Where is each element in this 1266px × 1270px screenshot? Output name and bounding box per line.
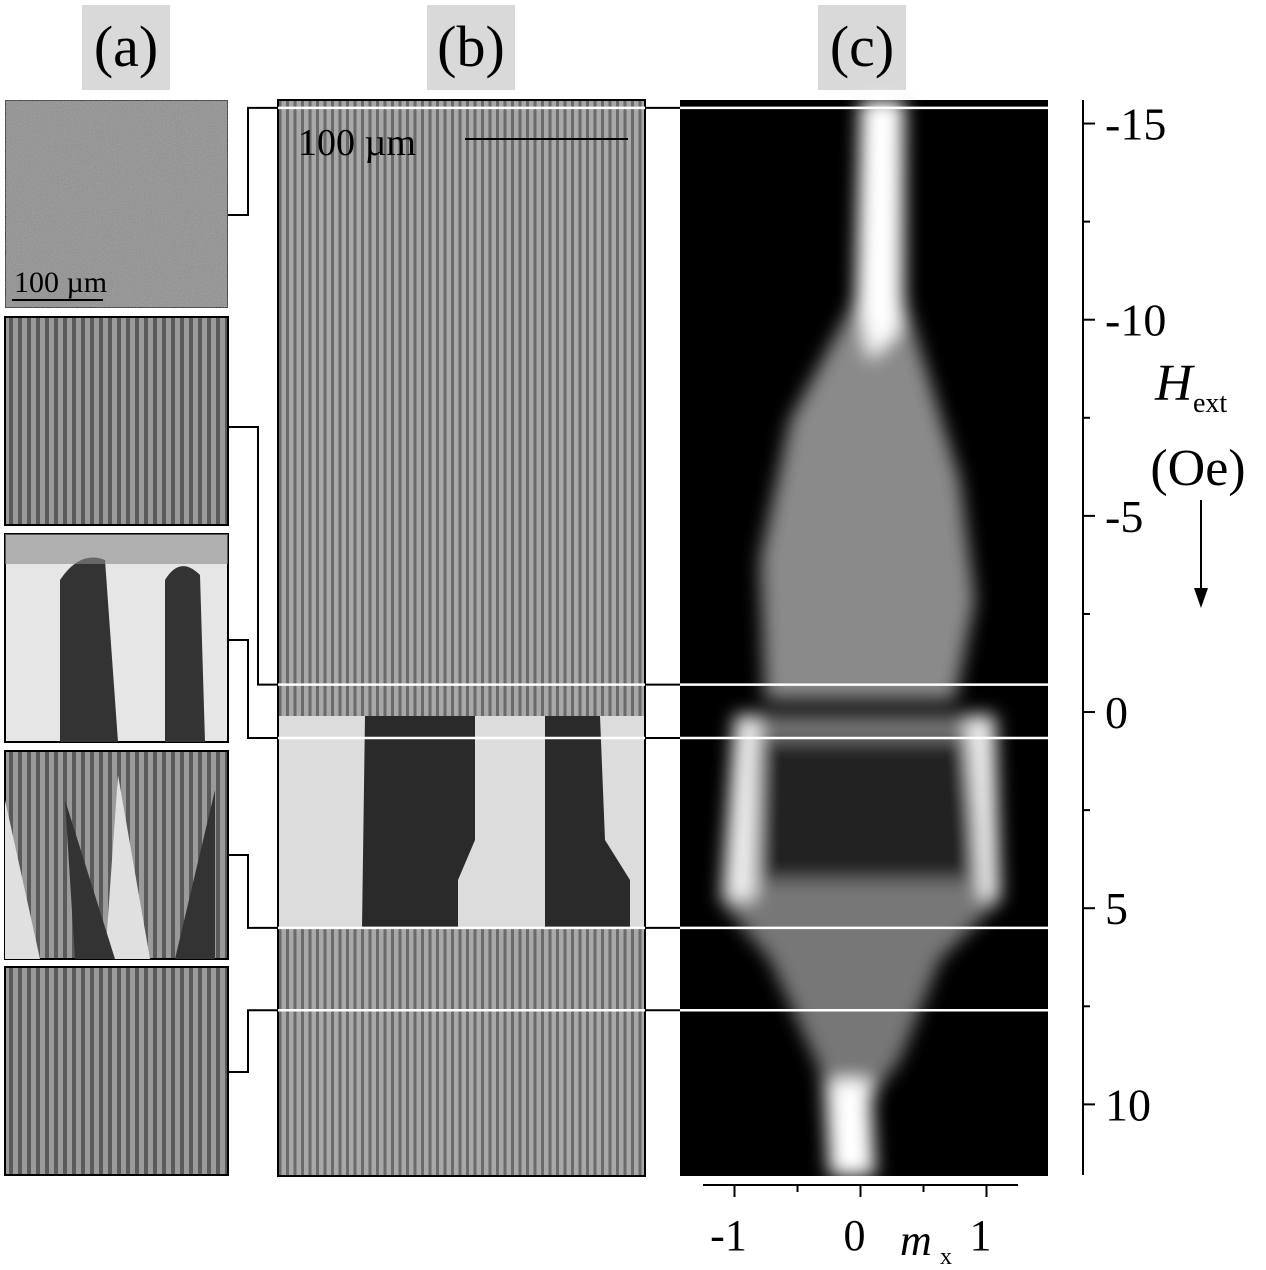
- image: [278, 100, 645, 716]
- arrow-head: [1194, 588, 1208, 608]
- label-box: [82, 5, 170, 90]
- panel-label: (b): [437, 14, 505, 79]
- tick-label: -10: [1105, 295, 1166, 346]
- image: [4, 99, 229, 309]
- connector: [228, 854, 278, 929]
- image: [545, 716, 630, 928]
- axis-label: H: [1154, 355, 1195, 412]
- tick-label: 0: [1105, 687, 1128, 738]
- image: [4, 966, 229, 1176]
- label-box: [427, 5, 515, 90]
- image: [4, 533, 229, 743]
- frame: [277, 99, 646, 1177]
- tick-label: 5: [1105, 883, 1128, 934]
- tick-label: -1: [710, 1211, 747, 1260]
- panel-a: 100 µm: [4, 99, 229, 1176]
- tick-label: 1: [970, 1211, 992, 1260]
- connector: [228, 639, 278, 739]
- tick-label: 10: [1105, 1079, 1151, 1130]
- image: [362, 716, 475, 928]
- tick-label: -15: [1105, 99, 1166, 150]
- axis-unit: (Oe): [1150, 440, 1245, 497]
- panel-label: (c): [830, 14, 894, 79]
- tick-label: 0: [844, 1211, 866, 1260]
- connector: [228, 1009, 278, 1073]
- image: [278, 928, 645, 1176]
- panel-b: 100 µm: [277, 99, 646, 1177]
- scale-bar-label: 100 µm: [298, 122, 416, 164]
- connector: [228, 426, 278, 686]
- panel-c: [680, 100, 1048, 1176]
- connector: [228, 106, 278, 216]
- scale-bar-label: 100 µm: [14, 266, 107, 299]
- axis-label: m: [900, 1216, 932, 1265]
- tick-label: -5: [1105, 491, 1143, 542]
- image: [720, 100, 1000, 1176]
- panel-label: (a): [94, 14, 158, 79]
- label-box: [818, 5, 906, 90]
- axis-label-sub: x: [940, 1244, 952, 1270]
- image: [4, 316, 229, 526]
- image: [4, 750, 229, 960]
- axis-label-sub: ext: [1193, 388, 1227, 419]
